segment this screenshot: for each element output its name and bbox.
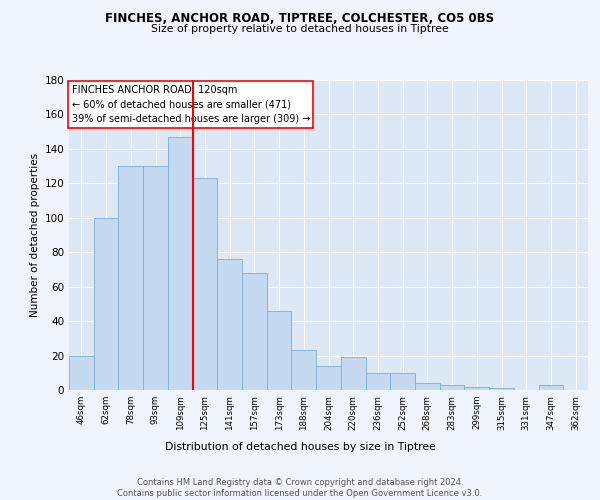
Bar <box>242 273 267 390</box>
Bar <box>341 358 365 390</box>
Bar <box>217 259 242 390</box>
Text: Contains HM Land Registry data © Crown copyright and database right 2024.
Contai: Contains HM Land Registry data © Crown c… <box>118 478 482 498</box>
Bar <box>316 366 341 390</box>
Text: FINCHES ANCHOR ROAD: 120sqm
← 60% of detached houses are smaller (471)
39% of se: FINCHES ANCHOR ROAD: 120sqm ← 60% of det… <box>71 84 310 124</box>
Bar <box>143 166 168 390</box>
Y-axis label: Number of detached properties: Number of detached properties <box>30 153 40 317</box>
Bar <box>168 137 193 390</box>
Text: Distribution of detached houses by size in Tiptree: Distribution of detached houses by size … <box>164 442 436 452</box>
Bar <box>292 350 316 390</box>
Text: FINCHES, ANCHOR ROAD, TIPTREE, COLCHESTER, CO5 0BS: FINCHES, ANCHOR ROAD, TIPTREE, COLCHESTE… <box>106 12 494 26</box>
Bar <box>94 218 118 390</box>
Bar <box>464 386 489 390</box>
Bar <box>440 385 464 390</box>
Bar <box>365 373 390 390</box>
Bar <box>267 311 292 390</box>
Bar <box>539 385 563 390</box>
Bar <box>489 388 514 390</box>
Text: Size of property relative to detached houses in Tiptree: Size of property relative to detached ho… <box>151 24 449 34</box>
Bar <box>415 383 440 390</box>
Bar <box>193 178 217 390</box>
Bar <box>390 373 415 390</box>
Bar <box>118 166 143 390</box>
Bar <box>69 356 94 390</box>
